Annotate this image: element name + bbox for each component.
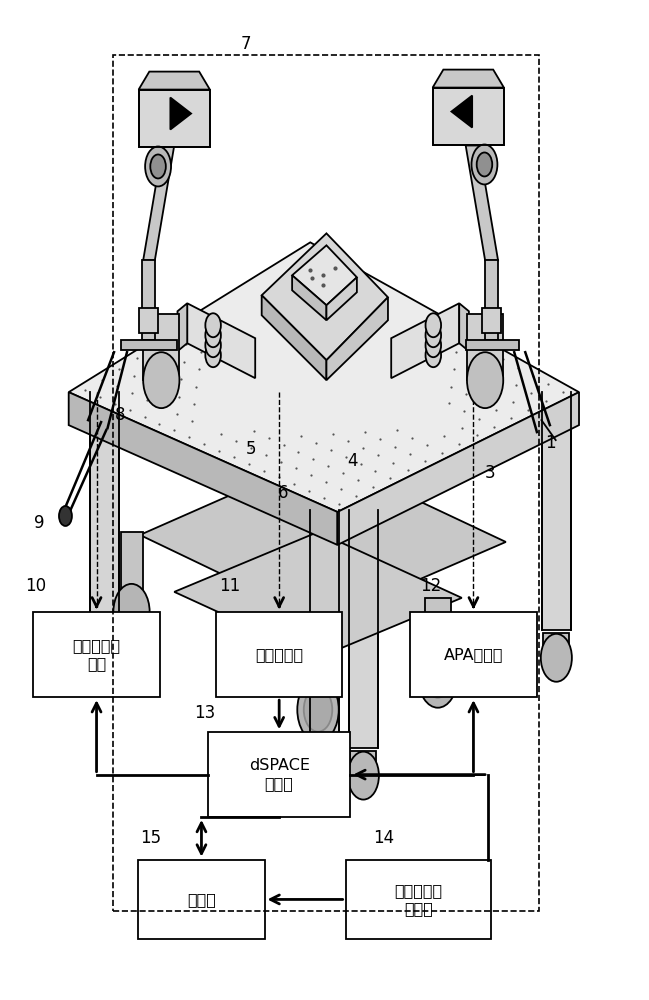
- Polygon shape: [459, 303, 469, 351]
- Circle shape: [145, 146, 171, 186]
- Polygon shape: [121, 532, 143, 594]
- Circle shape: [205, 343, 221, 367]
- Bar: [482, 308, 501, 333]
- Polygon shape: [143, 314, 179, 380]
- Polygon shape: [69, 242, 579, 512]
- Polygon shape: [466, 340, 519, 350]
- Polygon shape: [171, 98, 191, 130]
- Polygon shape: [543, 633, 569, 650]
- Text: 电荷放大器: 电荷放大器: [255, 647, 303, 662]
- Polygon shape: [467, 314, 503, 380]
- Polygon shape: [466, 145, 498, 260]
- Bar: [138, 859, 265, 939]
- Polygon shape: [90, 392, 119, 630]
- Polygon shape: [292, 245, 357, 305]
- Polygon shape: [143, 145, 174, 260]
- Polygon shape: [121, 340, 177, 350]
- Polygon shape: [92, 633, 117, 650]
- Text: 6: 6: [278, 484, 288, 502]
- Bar: [139, 308, 158, 333]
- Text: 4: 4: [347, 452, 358, 470]
- Polygon shape: [310, 510, 339, 748]
- Text: dSPACE
控制卡: dSPACE 控制卡: [249, 758, 310, 791]
- Polygon shape: [485, 260, 498, 340]
- Text: 15: 15: [140, 829, 161, 847]
- Circle shape: [348, 752, 379, 800]
- Polygon shape: [326, 277, 357, 320]
- Text: 9: 9: [34, 514, 45, 532]
- Polygon shape: [142, 260, 155, 340]
- Circle shape: [425, 658, 451, 698]
- Bar: [410, 612, 537, 697]
- Text: 1: 1: [545, 434, 556, 452]
- Polygon shape: [304, 630, 332, 692]
- Polygon shape: [391, 303, 459, 378]
- Circle shape: [205, 323, 221, 347]
- Bar: [216, 612, 342, 697]
- Circle shape: [304, 688, 332, 732]
- Text: 7: 7: [240, 35, 251, 53]
- Polygon shape: [262, 295, 326, 380]
- Bar: [114, 55, 539, 911]
- Bar: [345, 859, 491, 939]
- Polygon shape: [433, 88, 504, 145]
- Text: 10: 10: [25, 577, 47, 595]
- Text: 12: 12: [421, 577, 441, 595]
- Circle shape: [205, 333, 221, 357]
- Bar: [139, 90, 210, 147]
- Polygon shape: [542, 392, 570, 630]
- Bar: [433, 88, 504, 145]
- Polygon shape: [139, 90, 210, 147]
- Circle shape: [426, 313, 441, 337]
- Polygon shape: [292, 275, 326, 320]
- Polygon shape: [139, 72, 210, 90]
- Circle shape: [59, 506, 72, 526]
- Circle shape: [426, 333, 441, 357]
- Circle shape: [426, 323, 441, 347]
- Polygon shape: [262, 233, 388, 360]
- Text: 14: 14: [373, 829, 394, 847]
- Text: 计算机: 计算机: [187, 892, 216, 907]
- Circle shape: [472, 144, 497, 184]
- Text: 3: 3: [485, 464, 496, 482]
- Polygon shape: [326, 297, 388, 380]
- Polygon shape: [177, 303, 187, 351]
- Polygon shape: [452, 96, 472, 128]
- Circle shape: [541, 634, 572, 682]
- Circle shape: [114, 584, 150, 640]
- Text: 5: 5: [245, 440, 256, 458]
- Polygon shape: [349, 510, 378, 748]
- Circle shape: [419, 648, 458, 708]
- Polygon shape: [174, 532, 462, 658]
- Text: 13: 13: [193, 704, 215, 722]
- Polygon shape: [337, 392, 579, 545]
- Bar: [33, 612, 160, 697]
- Polygon shape: [425, 598, 451, 660]
- Circle shape: [309, 752, 340, 800]
- Polygon shape: [433, 70, 504, 88]
- Text: 激光测振仪
控制器: 激光测振仪 控制器: [395, 883, 443, 916]
- Circle shape: [476, 152, 492, 176]
- Circle shape: [151, 154, 166, 178]
- Polygon shape: [350, 751, 376, 768]
- Text: 11: 11: [219, 577, 240, 595]
- Circle shape: [89, 634, 120, 682]
- Circle shape: [297, 678, 339, 742]
- Circle shape: [205, 313, 221, 337]
- Polygon shape: [187, 303, 255, 378]
- Text: 8: 8: [115, 406, 125, 424]
- Circle shape: [426, 343, 441, 367]
- Circle shape: [143, 352, 179, 408]
- Bar: [208, 732, 350, 817]
- Circle shape: [467, 352, 503, 408]
- Text: 音圈电机驱
动器: 音圈电机驱 动器: [73, 639, 121, 671]
- Polygon shape: [140, 455, 506, 622]
- Polygon shape: [69, 392, 337, 545]
- Polygon shape: [312, 751, 337, 768]
- Text: APA控制器: APA控制器: [444, 647, 503, 662]
